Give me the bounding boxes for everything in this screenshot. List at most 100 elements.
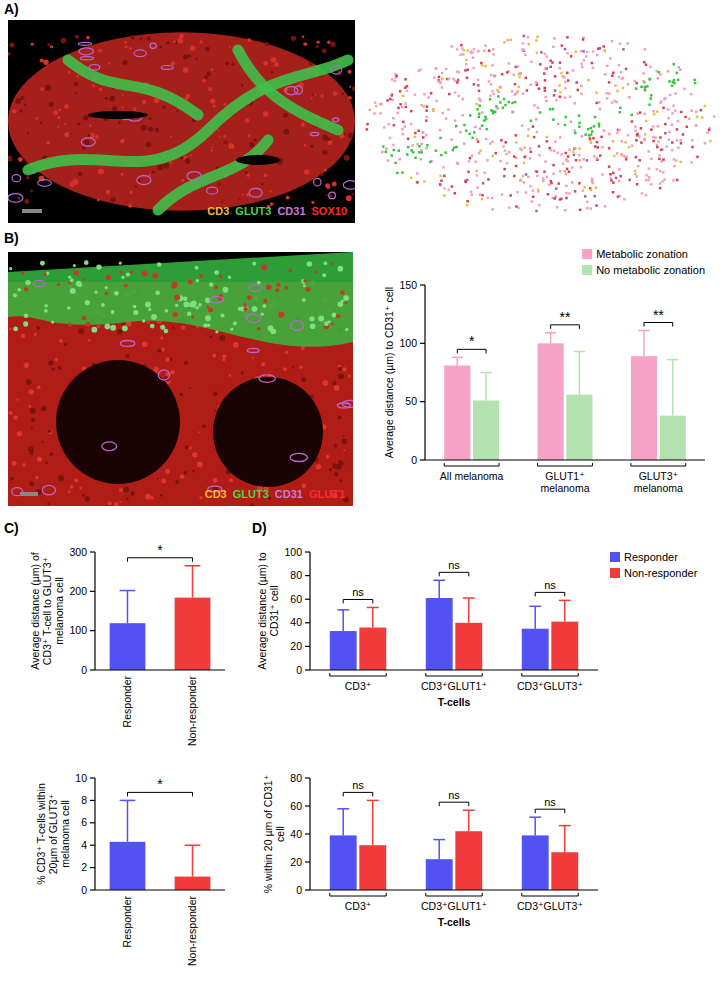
speckle <box>338 460 343 465</box>
speckle <box>192 304 196 308</box>
speckle <box>188 280 193 285</box>
speckle <box>337 266 343 272</box>
speckle <box>331 322 334 325</box>
speckle <box>263 299 267 303</box>
cell-dot <box>439 175 442 178</box>
cell-dot <box>516 191 519 194</box>
cell-dot <box>601 146 604 149</box>
cell-dot <box>696 116 699 119</box>
cell-dot <box>396 172 399 175</box>
cell-dot <box>445 68 448 71</box>
cell-dot <box>496 107 499 110</box>
speckle <box>111 310 115 314</box>
cell-dot <box>523 181 526 184</box>
cell-dot <box>612 172 615 175</box>
cell-dot <box>543 87 546 90</box>
cell-dot <box>437 80 440 83</box>
cell-dot <box>672 81 675 84</box>
x-label-line: CD3⁺GLUT3⁺ <box>517 680 583 692</box>
cell-dot <box>463 124 466 127</box>
cell-dot <box>452 149 455 152</box>
cell-dot <box>401 106 404 109</box>
cell-dot <box>506 71 509 74</box>
speckle <box>348 133 353 138</box>
legend-label: Metabolic zonation <box>596 248 688 260</box>
cell-dot <box>565 185 568 188</box>
x-axis <box>310 889 598 890</box>
bar <box>660 416 686 460</box>
cell-dot <box>456 162 459 165</box>
cell-dot <box>616 90 619 93</box>
cell-dot <box>596 141 599 144</box>
cell-dot <box>671 85 674 88</box>
cell-dot <box>619 43 622 46</box>
y-tick-label: 100 <box>69 624 87 636</box>
cell-dot <box>615 101 618 104</box>
cell-dot <box>440 154 443 157</box>
cell-dot <box>491 197 494 200</box>
speckle <box>164 329 168 333</box>
speckle <box>73 270 79 276</box>
legend: Metabolic zonationNo metabolic zonation <box>582 248 705 276</box>
error-bar <box>574 352 585 395</box>
speckle <box>310 97 312 99</box>
group-bracket <box>444 463 499 466</box>
cell-dot <box>673 165 676 168</box>
cell-dot <box>497 91 500 94</box>
y-tick-label: 0 <box>296 884 302 896</box>
cell-dot <box>614 84 617 87</box>
cell-dot <box>569 96 572 99</box>
cell-dot <box>631 144 634 147</box>
cell-dot <box>578 182 581 185</box>
cell-dot <box>580 50 583 53</box>
vessel <box>337 403 350 408</box>
cell-dot <box>471 154 474 157</box>
cell-dot <box>396 112 399 115</box>
cell-dot <box>701 116 704 119</box>
cell-dot <box>572 151 575 154</box>
cell-dot <box>366 123 369 126</box>
cell-dot <box>530 151 533 154</box>
y-tick <box>90 822 95 823</box>
bar <box>522 835 549 890</box>
bar <box>330 835 357 890</box>
y-title-line: melanoma cell <box>53 577 65 645</box>
cell-dot <box>476 186 479 189</box>
cell-dot <box>608 165 611 168</box>
speckle <box>345 328 349 332</box>
cell-dot <box>543 170 546 173</box>
cell-dot <box>559 96 562 99</box>
speckle <box>40 58 44 62</box>
cell-dot <box>604 73 607 76</box>
speckle <box>195 306 199 310</box>
speckle <box>180 474 184 478</box>
error-bar <box>559 600 571 621</box>
speckle <box>151 314 157 320</box>
cell-dot <box>554 141 557 144</box>
cell-dot <box>586 51 589 54</box>
cell-dot <box>609 173 612 176</box>
cell-dot <box>616 152 619 155</box>
speckle <box>43 60 48 65</box>
cell-dot <box>492 48 495 51</box>
speckle <box>183 67 189 73</box>
speckle <box>133 310 138 315</box>
cell-dot <box>495 105 498 108</box>
cell-dot <box>435 67 438 70</box>
panel-label: A) <box>4 1 19 17</box>
cell-dot <box>706 132 709 135</box>
speckle <box>192 452 197 457</box>
y-title: Average distance (µm) toCD31⁺ cell <box>256 552 280 669</box>
cell-dot <box>532 125 535 128</box>
image-background <box>8 252 353 506</box>
cell-dot <box>648 103 651 106</box>
speckle <box>286 196 290 200</box>
cell-dot <box>433 76 436 79</box>
chart: 020406080100Average distance (µm) toCD31… <box>256 546 697 708</box>
cell-dot <box>661 180 664 183</box>
cell-dot <box>634 173 637 176</box>
y-tick-label: 40 <box>290 828 302 840</box>
cell-dot <box>387 159 390 162</box>
cell-dot <box>713 115 716 118</box>
cell-dot <box>618 129 621 132</box>
